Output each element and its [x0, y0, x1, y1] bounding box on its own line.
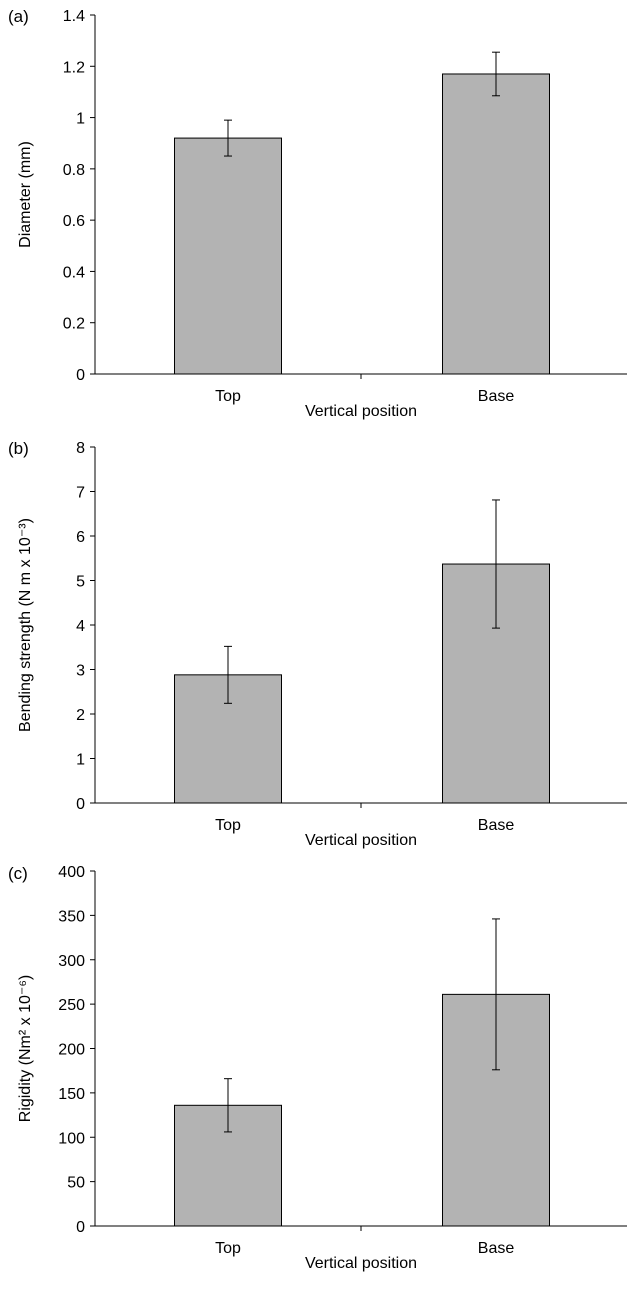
- x-tick-label: Top: [215, 388, 241, 405]
- y-tick-label: 300: [58, 953, 85, 970]
- y-tick-label: 1.4: [63, 8, 85, 25]
- y-tick-label: 1: [76, 111, 85, 128]
- panel-c: (c) 0 50 100 150 200 250 300 350 400 Rigidity (Nm²…: [8, 864, 627, 1272]
- x-axis-title: Vertical position: [305, 403, 417, 420]
- y-tick-label: 0: [76, 796, 85, 813]
- y-tick-label: 8: [76, 440, 85, 457]
- x-axis-title: Vertical position: [305, 1255, 417, 1272]
- panel-a: (a) 0 0.2 0.4 0.6 0.8 1 1.2 1.4 Diameter (mm) Top B…: [8, 7, 627, 420]
- y-tick-label: 250: [58, 997, 85, 1014]
- panel-label: (b): [8, 439, 29, 458]
- y-tick-label: 0.4: [63, 264, 85, 281]
- y-tick-label: 1: [76, 752, 85, 769]
- x-tick-label: Base: [478, 817, 515, 834]
- x-tick-label: Top: [215, 817, 241, 834]
- y-tick-label: 4: [76, 618, 85, 635]
- x-tick-label: Top: [215, 1240, 241, 1257]
- y-tick-label: 100: [58, 1130, 85, 1147]
- y-tick-label: 6: [76, 529, 85, 546]
- y-tick-label: 50: [67, 1175, 85, 1192]
- y-axis-title: Bending strength (N m x 10⁻³): [17, 518, 34, 732]
- y-tick-label: 0.8: [63, 162, 85, 179]
- panel-label: (c): [8, 864, 28, 883]
- y-axis-title: Diameter (mm): [17, 141, 34, 248]
- y-tick-label: 200: [58, 1042, 85, 1059]
- x-tick-label: Base: [478, 1240, 515, 1257]
- y-tick-label: 150: [58, 1086, 85, 1103]
- y-tick-label: 0: [76, 1219, 85, 1236]
- y-tick-label: 2: [76, 707, 85, 724]
- bar-base: [442, 73, 550, 375]
- y-tick-label: 3: [76, 663, 85, 680]
- y-tick-label: 0.2: [63, 316, 85, 333]
- y-tick-label: 0.6: [63, 213, 85, 230]
- y-axis-title: Rigidity (Nm² x 10⁻⁶): [17, 975, 34, 1123]
- y-tick-label: 0: [76, 367, 85, 384]
- y-tick-label: 350: [58, 908, 85, 925]
- y-tick-label: 5: [76, 574, 85, 591]
- panel-label: (a): [8, 7, 29, 26]
- x-axis-title: Vertical position: [305, 832, 417, 849]
- y-tick-label: 7: [76, 485, 85, 502]
- bar-top: [174, 137, 282, 375]
- panel-b: (b) 0 1 2 3 4 5 6 7 8 Bending strength (N m x 10⁻³…: [8, 439, 627, 849]
- y-tick-label: 1.2: [63, 59, 85, 76]
- y-tick-label: 400: [58, 864, 85, 881]
- x-tick-label: Base: [478, 388, 515, 405]
